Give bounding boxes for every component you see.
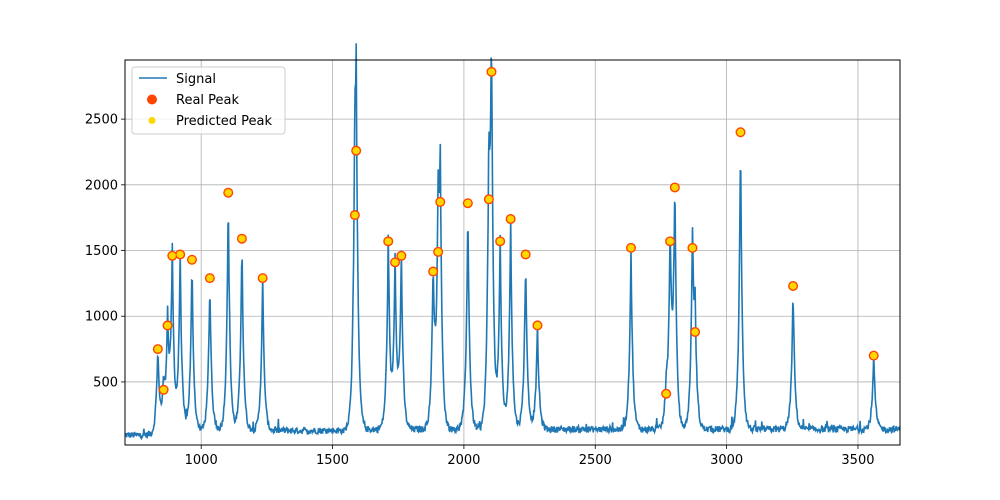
predicted-peak-marker [464,199,472,207]
legend-marker-real-peak [147,94,157,105]
y-tick-label: 2000 [85,178,118,193]
x-tick-label: 1000 [185,453,218,468]
predicted-peak-marker [688,244,697,252]
legend-marker-predicted-peak [148,117,156,124]
predicted-peak-marker [627,244,635,252]
plot-frame [124,59,901,446]
y-tick-label: 1500 [85,244,118,259]
predicted-peak-marker [206,274,214,282]
predicted-peak-marker [188,256,196,264]
legend-box [131,66,286,135]
y-tick-label: 1000 [85,310,118,325]
axis-ticks: 1000 1500 2000 2500 3000 3500 500 1000 1500 2000 2… [85,113,875,468]
x-tick-label: 3500 [841,453,874,468]
predicted-peak-marker [691,328,699,336]
x-tick-label: 2500 [579,453,612,468]
predicted-peak-marker [496,237,504,245]
x-tick-label: 3000 [710,453,743,468]
y-tick-label: 500 [93,375,118,390]
predicted-peak-marker [160,386,168,394]
predicted-peak-marker [870,352,878,360]
predicted-peak-marker [176,250,184,259]
predicted-peak-marker [154,345,162,353]
x-tick-label: 1500 [316,453,349,468]
predicted-peak-marker [163,321,172,330]
predicted-peak-marker [736,128,745,136]
y-tick-label: 2500 [85,113,118,128]
predicted-peak-marker [533,321,542,330]
predicted-peak-marker [259,274,267,282]
signal-line [124,43,901,441]
predicted-peak-marker [168,252,176,260]
predicted-peak-marker [238,235,246,243]
predicted-peak-marker [397,252,405,260]
peak-markers [152,66,879,399]
predicted-peak-marker [662,390,670,398]
predicted-peak-marker [671,183,679,192]
predicted-peak-marker [789,282,797,290]
predicted-peak-marker [434,248,442,256]
predicted-peak-marker [487,68,496,76]
predicted-peak-marker [352,147,360,155]
legend: Signal Real Peak Predicted Peak [131,66,286,135]
predicted-peak-marker [429,267,437,276]
predicted-peak-marker [384,237,392,245]
predicted-peak-marker [666,237,674,245]
predicted-peak-marker [522,250,530,259]
predicted-peak-marker [485,195,493,203]
signal-layer [124,43,901,441]
predicted-peak-marker [391,258,399,266]
x-tick-label: 2000 [447,453,480,468]
legend-label-predicted-peak: Predicted Peak [176,114,272,129]
predicted-peak-marker [224,189,232,197]
predicted-peak-marker [351,211,359,219]
legend-label-real-peak: Real Peak [176,93,239,108]
legend-label-signal: Signal [176,72,216,87]
predicted-peak-marker [507,215,515,223]
predicted-peak-marker [436,198,444,206]
